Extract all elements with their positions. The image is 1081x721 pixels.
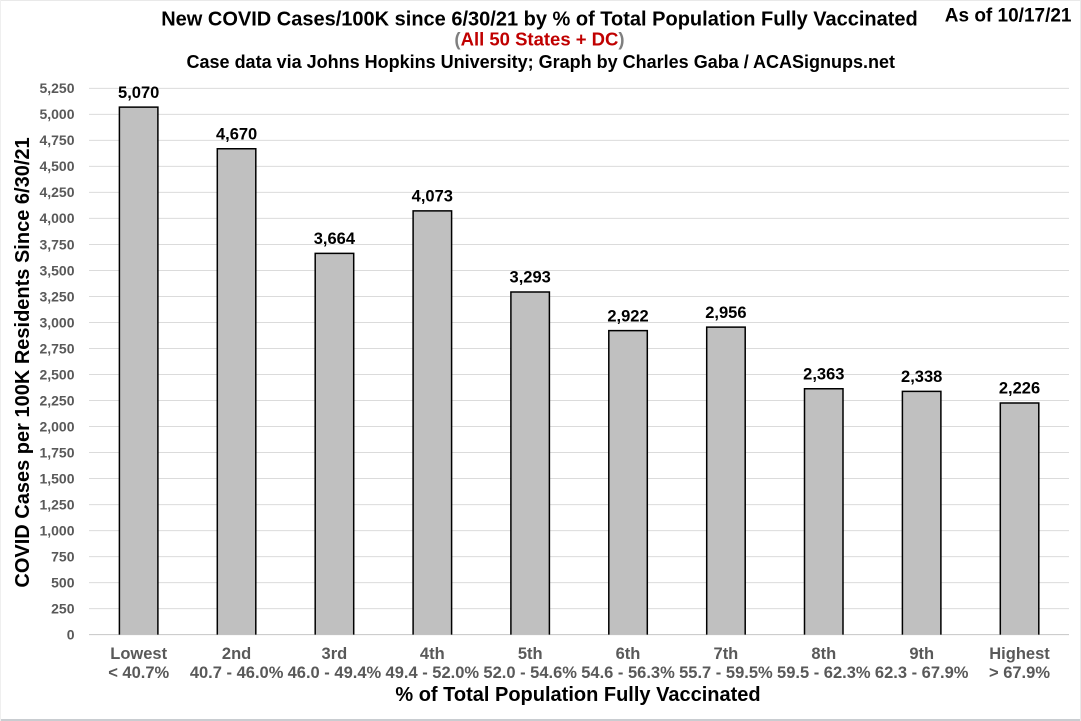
svg-text:2nd: 2nd [222, 645, 251, 663]
svg-text:49.4 - 52.0%: 49.4 - 52.0% [386, 664, 480, 682]
svg-text:0: 0 [67, 626, 75, 642]
svg-text:2,000: 2,000 [39, 418, 74, 434]
svg-text:52.0 - 54.6%: 52.0 - 54.6% [483, 664, 577, 682]
svg-text:1,250: 1,250 [39, 496, 74, 512]
svg-text:5,250: 5,250 [39, 80, 74, 96]
svg-text:5,000: 5,000 [39, 106, 74, 122]
svg-text:62.3 - 67.9%: 62.3 - 67.9% [875, 664, 969, 682]
svg-text:4th: 4th [420, 645, 445, 663]
svg-text:500: 500 [51, 574, 75, 590]
svg-text:8th: 8th [811, 645, 836, 663]
svg-text:2,226: 2,226 [999, 380, 1040, 398]
svg-text:COVID Cases per 100K Residents: COVID Cases per 100K Residents Since 6/3… [12, 137, 34, 587]
svg-text:46.0 - 49.4%: 46.0 - 49.4% [288, 664, 382, 682]
svg-text:New COVID Cases/100K since 6/3: New COVID Cases/100K since 6/30/21 by % … [161, 9, 918, 31]
svg-text:4,000: 4,000 [39, 210, 74, 226]
svg-text:Highest: Highest [989, 645, 1050, 663]
svg-text:4,670: 4,670 [216, 125, 257, 143]
svg-text:55.7 - 59.5%: 55.7 - 59.5% [679, 664, 773, 682]
svg-text:1,500: 1,500 [39, 470, 74, 486]
svg-text:1,750: 1,750 [39, 444, 74, 460]
svg-text:40.7 - 46.0%: 40.7 - 46.0% [190, 664, 284, 682]
svg-text:< 40.7%: < 40.7% [108, 664, 169, 682]
svg-text:9th: 9th [909, 645, 934, 663]
svg-text:2,956: 2,956 [705, 304, 746, 322]
svg-text:2,500: 2,500 [39, 366, 74, 382]
svg-text:3,500: 3,500 [39, 262, 74, 278]
svg-text:54.6 - 56.3%: 54.6 - 56.3% [581, 664, 675, 682]
svg-text:Lowest: Lowest [110, 645, 167, 663]
svg-text:3,293: 3,293 [510, 269, 551, 287]
svg-text:(All 50 States + DC): (All 50 States + DC) [454, 29, 624, 50]
svg-text:6th: 6th [616, 645, 641, 663]
svg-text:> 67.9%: > 67.9% [989, 664, 1050, 682]
svg-text:% of Total Population Fully Va: % of Total Population Fully Vaccinated [395, 684, 760, 706]
svg-text:2,338: 2,338 [901, 368, 942, 386]
svg-text:1,000: 1,000 [39, 522, 74, 538]
svg-text:2,922: 2,922 [607, 307, 648, 325]
svg-text:5,070: 5,070 [118, 84, 159, 102]
svg-text:4,250: 4,250 [39, 184, 74, 200]
svg-text:3,000: 3,000 [39, 314, 74, 330]
svg-text:250: 250 [51, 600, 75, 616]
svg-text:3,250: 3,250 [39, 288, 74, 304]
svg-text:3rd: 3rd [322, 645, 348, 663]
svg-text:750: 750 [51, 548, 75, 564]
svg-text:59.5 - 62.3%: 59.5 - 62.3% [777, 664, 871, 682]
svg-text:Case data via Johns Hopkins Un: Case data via Johns Hopkins University; … [187, 52, 896, 72]
svg-text:4,500: 4,500 [39, 158, 74, 174]
svg-text:2,750: 2,750 [39, 340, 74, 356]
svg-text:2,363: 2,363 [803, 366, 844, 384]
svg-text:3,750: 3,750 [39, 236, 74, 252]
svg-text:As of 10/17/21: As of 10/17/21 [945, 6, 1072, 27]
svg-text:3,664: 3,664 [314, 230, 356, 248]
svg-text:7th: 7th [714, 645, 739, 663]
svg-text:4,750: 4,750 [39, 132, 74, 148]
svg-text:2,250: 2,250 [39, 392, 74, 408]
svg-text:4,073: 4,073 [412, 188, 453, 206]
svg-text:5th: 5th [518, 645, 543, 663]
